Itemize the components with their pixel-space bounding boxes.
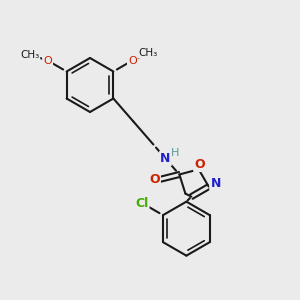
Text: Cl: Cl	[135, 196, 148, 210]
Text: N: N	[160, 152, 171, 165]
Text: N: N	[211, 177, 221, 190]
Text: O: O	[128, 56, 137, 65]
Text: H: H	[171, 148, 180, 158]
Text: O: O	[194, 158, 205, 171]
Text: CH₃: CH₃	[139, 47, 158, 58]
Text: O: O	[149, 173, 160, 186]
Text: O: O	[43, 56, 52, 65]
Text: CH₃: CH₃	[20, 50, 39, 61]
